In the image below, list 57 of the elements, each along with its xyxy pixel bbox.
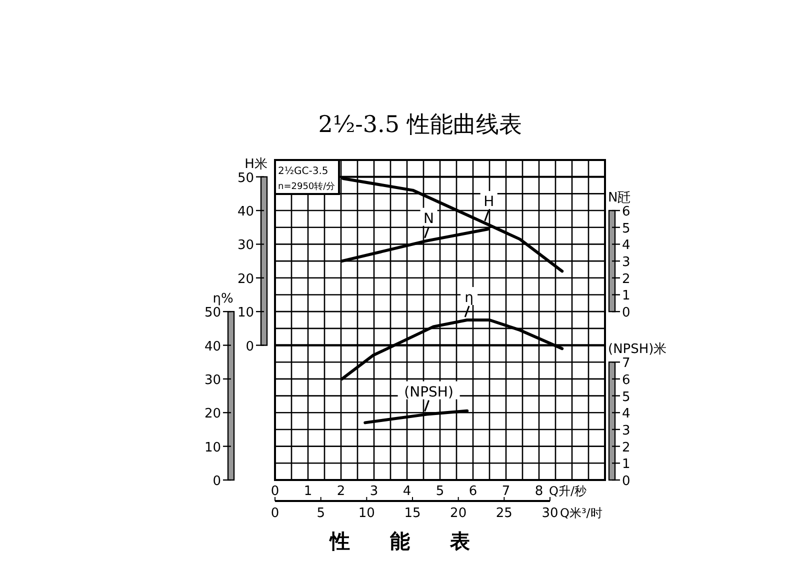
y-tick-label: 20 (237, 272, 254, 287)
y2-tick-label: 2 (622, 440, 630, 456)
y2-tick-label: 6 (622, 372, 630, 388)
y2-tick-label: 3 (622, 423, 630, 438)
x2-tick-label: 10 (358, 506, 375, 521)
y-axis-title: η% (212, 292, 234, 307)
y2-tick-label: 3 (622, 255, 630, 270)
x2-tick-label: 15 (404, 506, 421, 521)
y-tick-label: 40 (204, 339, 221, 354)
y2-tick-label: 7 (622, 356, 630, 372)
x-tick-label: 5 (436, 484, 444, 499)
y-tick-label: 20 (204, 406, 221, 422)
y-tick-label: 10 (237, 306, 254, 321)
x2-tick-label: 5 (316, 506, 325, 521)
x2-tick-label: 30 (542, 506, 558, 521)
y2-tick-label: 5 (622, 221, 630, 236)
y-tick-label: 50 (237, 170, 254, 186)
y2-tick-label: 0 (622, 474, 630, 489)
y2-tick-label: 6 (622, 204, 630, 220)
x-tick-label: 0 (270, 484, 280, 499)
x-tick-label: 8 (534, 484, 544, 499)
y2-axis-title: (NPSH)米 (608, 342, 667, 358)
x-tick-label: 2 (336, 484, 346, 499)
y-tick-label: 0 (246, 339, 254, 354)
y-tick-label: 50 (204, 306, 221, 321)
series-label: N (424, 210, 434, 227)
y-axis-title: H米 (244, 156, 268, 172)
y2-tick-label: 0 (622, 306, 630, 321)
annotation: 2½GC-3.5 (278, 166, 328, 177)
y2-axis-title: N瓩 (608, 190, 631, 206)
y2-tick-label: 2 (622, 272, 630, 287)
y2-tick-label: 1 (622, 288, 630, 304)
x-tick-label: 4 (402, 484, 412, 499)
x-tick-label: 6 (468, 484, 478, 499)
annotation: n=2950转/分 (278, 181, 336, 192)
x2-tick-label: 25 (496, 506, 512, 521)
series-label: H (484, 194, 494, 210)
x-tick-label: 7 (502, 484, 510, 499)
y2-tick-label: 1 (622, 457, 630, 472)
x2-tick-label: 20 (450, 506, 467, 521)
series-label: (NPSH) (404, 384, 454, 400)
x2-axis-title: Q米³/时 (560, 506, 602, 520)
y2-tick-label: 5 (622, 390, 630, 405)
y-tick-label: 10 (204, 440, 221, 456)
text: 性能表 (328, 529, 510, 553)
x-tick-label: 1 (304, 484, 312, 499)
series-label: η (464, 290, 474, 306)
x-axis-title: Q升/秒 (549, 484, 586, 498)
y2-tick-label: 4 (622, 406, 630, 422)
y2-tick-label: 4 (622, 238, 630, 254)
y-tick-label: 30 (204, 372, 221, 388)
y-tick-label: 0 (212, 474, 221, 489)
y-tick-label: 40 (237, 204, 254, 220)
x2-tick-label: 0 (270, 506, 280, 521)
chart-title: 2½-3.5 性能曲线表 (318, 112, 522, 138)
y-tick-label: 30 (237, 238, 254, 254)
x-tick-label: 3 (370, 484, 378, 499)
